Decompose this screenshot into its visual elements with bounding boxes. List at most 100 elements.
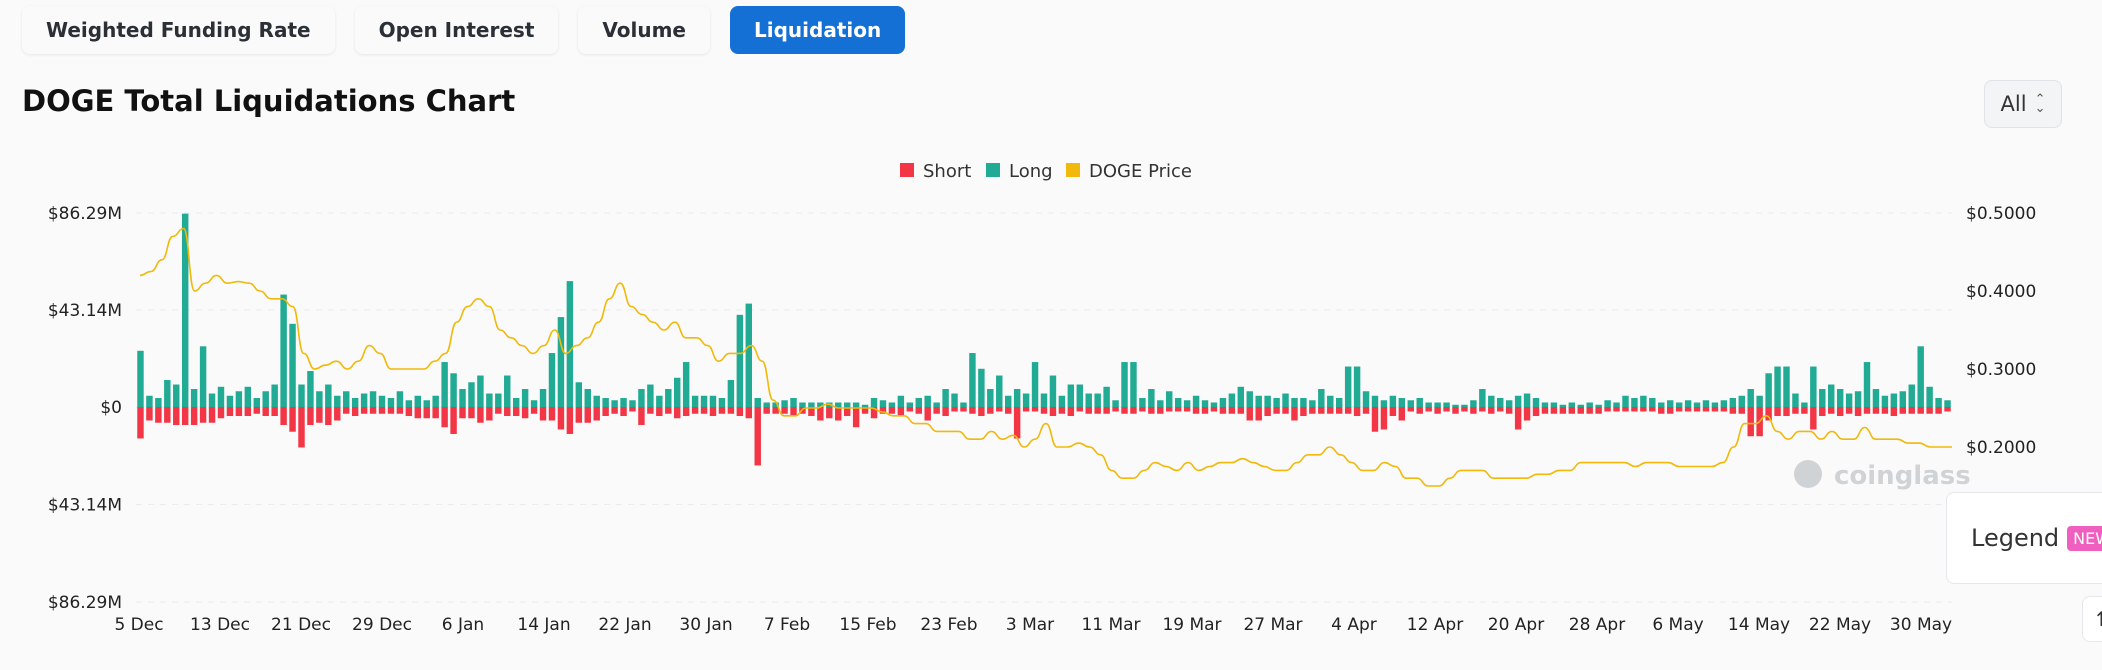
legend-long-label[interactable]: Long <box>1009 161 1053 182</box>
short-bar[interactable] <box>843 407 851 416</box>
short-bar[interactable] <box>1613 407 1620 412</box>
long-bar[interactable] <box>146 395 153 407</box>
short-bar[interactable] <box>906 407 914 412</box>
short-bar[interactable] <box>486 407 493 421</box>
long-bar[interactable] <box>1031 362 1039 407</box>
long-bar[interactable] <box>1747 389 1754 407</box>
time-range-select[interactable]: All ⌃ ⌄ <box>1984 80 2062 128</box>
short-bar[interactable] <box>334 407 341 421</box>
short-bar[interactable] <box>1121 407 1128 414</box>
long-bar[interactable] <box>978 368 985 407</box>
long-bar[interactable] <box>745 303 753 407</box>
long-bar[interactable] <box>1174 398 1182 407</box>
short-bar[interactable] <box>1067 407 1075 416</box>
short-bar[interactable] <box>718 407 726 414</box>
short-bar[interactable] <box>1541 407 1549 414</box>
long-bar[interactable] <box>316 391 323 407</box>
short-bar[interactable] <box>1854 407 1862 416</box>
short-bar[interactable] <box>414 407 422 419</box>
long-bar[interactable] <box>1756 395 1763 407</box>
long-bar[interactable] <box>1505 400 1513 407</box>
long-bar[interactable] <box>906 402 914 408</box>
short-bar[interactable] <box>253 407 260 414</box>
long-bar[interactable] <box>843 402 851 408</box>
long-bar[interactable] <box>951 393 958 407</box>
short-bar[interactable] <box>781 407 788 414</box>
long-bar[interactable] <box>727 380 735 407</box>
short-bar[interactable] <box>244 407 252 416</box>
short-bar[interactable] <box>951 407 958 412</box>
short-bar[interactable] <box>325 407 332 425</box>
long-bar[interactable] <box>1300 398 1307 407</box>
short-bar[interactable] <box>1139 407 1146 412</box>
long-bar[interactable] <box>1443 402 1450 408</box>
long-bar[interactable] <box>1523 393 1531 407</box>
long-bar[interactable] <box>969 353 976 407</box>
long-bar[interactable] <box>521 389 529 407</box>
long-bar[interactable] <box>718 398 726 407</box>
short-bar[interactable] <box>978 407 985 416</box>
long-bar[interactable] <box>1309 400 1316 407</box>
short-bar[interactable] <box>1666 407 1674 414</box>
long-bar[interactable] <box>1658 402 1665 408</box>
short-bar[interactable] <box>835 407 842 421</box>
short-bar[interactable] <box>1631 407 1638 412</box>
short-bar[interactable] <box>611 407 618 414</box>
short-bar[interactable] <box>960 407 967 412</box>
short-bar[interactable] <box>1863 407 1871 414</box>
long-bar[interactable] <box>566 281 574 407</box>
short-bar[interactable] <box>1479 407 1486 412</box>
long-bar[interactable] <box>1541 402 1549 408</box>
short-bar[interactable] <box>1711 407 1719 412</box>
long-bar[interactable] <box>343 391 350 407</box>
long-bar[interactable] <box>1461 404 1468 407</box>
short-bar[interactable] <box>745 407 753 419</box>
short-bar[interactable] <box>280 407 287 425</box>
long-bar[interactable] <box>879 400 887 407</box>
long-bar[interactable] <box>870 398 878 407</box>
short-bar[interactable] <box>1049 407 1057 416</box>
short-bar[interactable] <box>289 407 296 432</box>
short-bar[interactable] <box>1559 407 1567 414</box>
long-bar[interactable] <box>897 395 905 407</box>
short-bar[interactable] <box>852 407 860 428</box>
short-bar[interactable] <box>1693 407 1701 412</box>
short-bar[interactable] <box>1237 407 1245 414</box>
short-bar[interactable] <box>360 407 368 414</box>
long-bar[interactable] <box>799 402 806 408</box>
long-bar[interactable] <box>1738 395 1745 407</box>
short-bar[interactable] <box>396 407 404 414</box>
long-bar[interactable] <box>1005 395 1012 407</box>
short-bar[interactable] <box>1461 407 1468 412</box>
long-bar[interactable] <box>1389 395 1397 407</box>
long-bar[interactable] <box>235 391 243 407</box>
long-bar[interactable] <box>298 384 305 407</box>
long-bar[interactable] <box>1264 395 1271 407</box>
short-bar[interactable] <box>1926 407 1933 414</box>
short-bar[interactable] <box>682 407 690 416</box>
long-bar[interactable] <box>1255 395 1262 407</box>
short-bar[interactable] <box>1371 407 1379 432</box>
short-bar[interactable] <box>1183 407 1191 412</box>
long-bar[interactable] <box>1210 402 1218 408</box>
long-bar[interactable] <box>1890 393 1898 407</box>
short-bar[interactable] <box>1845 407 1853 414</box>
short-bar[interactable] <box>199 407 207 423</box>
short-bar[interactable] <box>459 407 466 419</box>
long-bar[interactable] <box>1452 404 1459 407</box>
short-bar[interactable] <box>450 407 457 434</box>
short-bar[interactable] <box>405 407 413 416</box>
short-bar[interactable] <box>1425 407 1432 412</box>
long-bar[interactable] <box>208 393 216 407</box>
short-bar[interactable] <box>1407 407 1414 412</box>
short-bar[interactable] <box>736 407 744 416</box>
short-bar[interactable] <box>942 407 949 416</box>
short-bar[interactable] <box>1738 407 1745 414</box>
short-bar[interactable] <box>1917 407 1924 414</box>
short-bar[interactable] <box>754 407 761 466</box>
long-bar[interactable] <box>1022 393 1030 407</box>
long-bar[interactable] <box>405 400 413 407</box>
long-bar[interactable] <box>620 398 627 407</box>
short-bar[interactable] <box>1505 407 1513 414</box>
long-bar[interactable] <box>1353 366 1361 407</box>
